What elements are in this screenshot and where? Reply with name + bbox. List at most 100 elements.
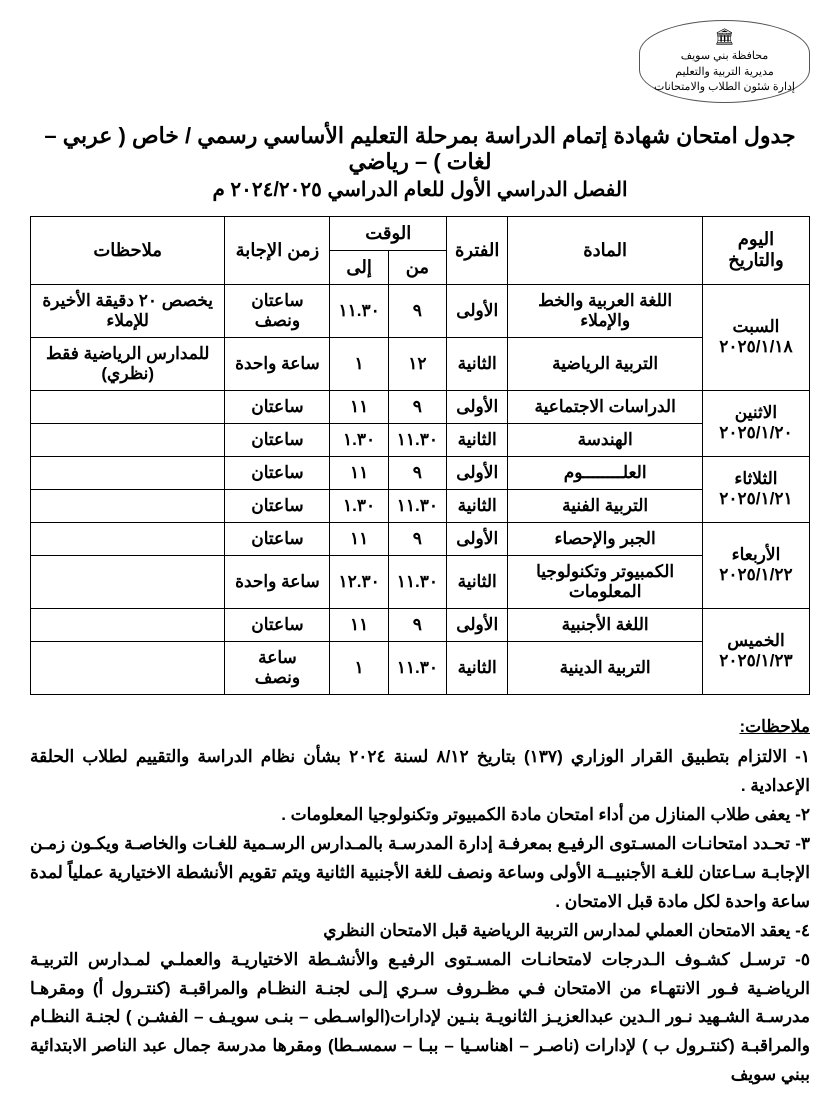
note-item: ٥- ترسـل كشـوف الـدرجات لامتحانـات المسـ… [30,946,810,1090]
ministry-line2: مديرية التربية والتعليم [654,65,795,80]
cell-from: ١١.٣٠ [388,555,446,608]
table-row: الخميس٢٠٢٥/١/٢٣اللغة الأجنبيةالأولى٩١١سا… [31,608,810,641]
header: 🏛 محافظة بني سويف مديرية التربية والتعلي… [30,20,810,103]
cell-duration: ساعتان [225,522,330,555]
note-item: ١- الالتزام بتطبيق القرار الوزاري (١٣٧) … [30,743,810,801]
cell-day: السبت٢٠٢٥/١/١٨ [702,284,809,390]
cell-from: ١٢ [388,337,446,390]
table-row: التربية الدينيةالثانية١١.٣٠١ساعة ونصف [31,641,810,694]
table-row: السبت٢٠٢٥/١/١٨اللغة العربية والخط والإمل… [31,284,810,337]
cell-duration: ساعتان [225,489,330,522]
cell-to: ١٢.٣٠ [330,555,388,608]
cell-subject: الهندسة [508,423,703,456]
notes-heading: ملاحظات: [30,713,810,742]
cell-from: ١١.٣٠ [388,641,446,694]
ministry-line1: محافظة بني سويف [654,49,795,64]
note-item: ٤- يعقد الامتحان العملي لمدارس التربية ا… [30,917,810,946]
cell-remarks [31,608,225,641]
cell-to: ١١ [330,390,388,423]
col-from: من [388,250,446,284]
table-row: التربية الفنيةالثانية١١.٣٠١.٣٠ساعتان [31,489,810,522]
cell-to: ١.٣٠ [330,423,388,456]
cell-remarks [31,522,225,555]
cell-to: ١ [330,641,388,694]
notes-list: ١- الالتزام بتطبيق القرار الوزاري (١٣٧) … [30,743,810,1090]
cell-remarks [31,641,225,694]
cell-duration: ساعتان [225,423,330,456]
col-duration: زمن الإجابة [225,216,330,284]
page-subtitle: الفصل الدراسي الأول للعام الدراسي ٢٠٢٤/٢… [30,177,810,202]
cell-remarks [31,423,225,456]
cell-to: ١١ [330,456,388,489]
cell-from: ٩ [388,522,446,555]
cell-duration: ساعتان [225,390,330,423]
exam-schedule-table: اليوم والتاريخ المادة الفترة الوقت زمن ا… [30,216,810,695]
table-row: الاثنين٢٠٢٥/١/٢٠الدراسات الاجتماعيةالأول… [31,390,810,423]
notes-section: ملاحظات: ١- الالتزام بتطبيق القرار الوزا… [30,713,810,1091]
cell-to: ١١ [330,608,388,641]
cell-to: ١١ [330,522,388,555]
cell-period: الثانية [446,337,507,390]
emblem-icon: 🏛 [654,27,795,49]
table-row: الكمبيوتر وتكنولوجيا المعلوماتالثانية١١.… [31,555,810,608]
cell-to: ١ [330,337,388,390]
ministry-stamp: 🏛 محافظة بني سويف مديرية التربية والتعلي… [639,20,810,103]
cell-from: ٩ [388,390,446,423]
note-item: ٢- يعفى طلاب المنازل من أداء امتحان مادة… [30,801,810,830]
cell-period: الأولى [446,456,507,489]
cell-to: ١١.٣٠ [330,284,388,337]
cell-duration: ساعة واحدة [225,555,330,608]
cell-subject: اللغة العربية والخط والإملاء [508,284,703,337]
cell-duration: ساعتان [225,456,330,489]
cell-duration: ساعتان ونصف [225,284,330,337]
cell-period: الثانية [446,555,507,608]
cell-to: ١.٣٠ [330,489,388,522]
cell-subject: الجبر والإحصاء [508,522,703,555]
cell-from: ١١.٣٠ [388,489,446,522]
cell-from: ٩ [388,608,446,641]
cell-subject: التربية الرياضية [508,337,703,390]
cell-period: الأولى [446,522,507,555]
cell-day: الثلاثاء٢٠٢٥/١/٢١ [702,456,809,522]
cell-period: الثانية [446,423,507,456]
cell-remarks: للمدارس الرياضية فقط (نظري) [31,337,225,390]
cell-from: ٩ [388,456,446,489]
col-time: الوقت [330,216,447,250]
cell-period: الثانية [446,641,507,694]
table-head: اليوم والتاريخ المادة الفترة الوقت زمن ا… [31,216,810,284]
ministry-line3: إدارة شئون الطلاب والامتحانات [654,80,795,95]
col-period: الفترة [446,216,507,284]
cell-duration: ساعة واحدة [225,337,330,390]
cell-subject: اللغة الأجنبية [508,608,703,641]
cell-remarks [31,390,225,423]
cell-day: الأربعاء٢٠٢٥/١/٢٢ [702,522,809,608]
cell-day: الاثنين٢٠٢٥/١/٢٠ [702,390,809,456]
col-remarks: ملاحظات [31,216,225,284]
cell-period: الثانية [446,489,507,522]
cell-remarks [31,555,225,608]
cell-from: ٩ [388,284,446,337]
cell-subject: التربية الدينية [508,641,703,694]
col-to: إلى [330,250,388,284]
table-body: السبت٢٠٢٥/١/١٨اللغة العربية والخط والإمل… [31,284,810,694]
col-subject: المادة [508,216,703,284]
cell-subject: الدراسات الاجتماعية [508,390,703,423]
table-row: الثلاثاء٢٠٢٥/١/٢١العلــــــــومالأولى٩١١… [31,456,810,489]
cell-subject: التربية الفنية [508,489,703,522]
cell-subject: الكمبيوتر وتكنولوجيا المعلومات [508,555,703,608]
table-row: الأربعاء٢٠٢٥/١/٢٢الجبر والإحصاءالأولى٩١١… [31,522,810,555]
cell-duration: ساعة ونصف [225,641,330,694]
cell-duration: ساعتان [225,608,330,641]
table-row: الهندسةالثانية١١.٣٠١.٣٠ساعتان [31,423,810,456]
cell-subject: العلــــــــوم [508,456,703,489]
cell-from: ١١.٣٠ [388,423,446,456]
note-item: ٣- تحـدد امتحانـات المسـتوى الرفيـع بمعر… [30,830,810,917]
cell-remarks [31,489,225,522]
cell-remarks: يخصص ٢٠ دقيقة الأخيرة للإملاء [31,284,225,337]
cell-remarks [31,456,225,489]
cell-day: الخميس٢٠٢٥/١/٢٣ [702,608,809,694]
col-day: اليوم والتاريخ [702,216,809,284]
cell-period: الأولى [446,284,507,337]
cell-period: الأولى [446,608,507,641]
table-row: التربية الرياضيةالثانية١٢١ساعة واحدةللمد… [31,337,810,390]
